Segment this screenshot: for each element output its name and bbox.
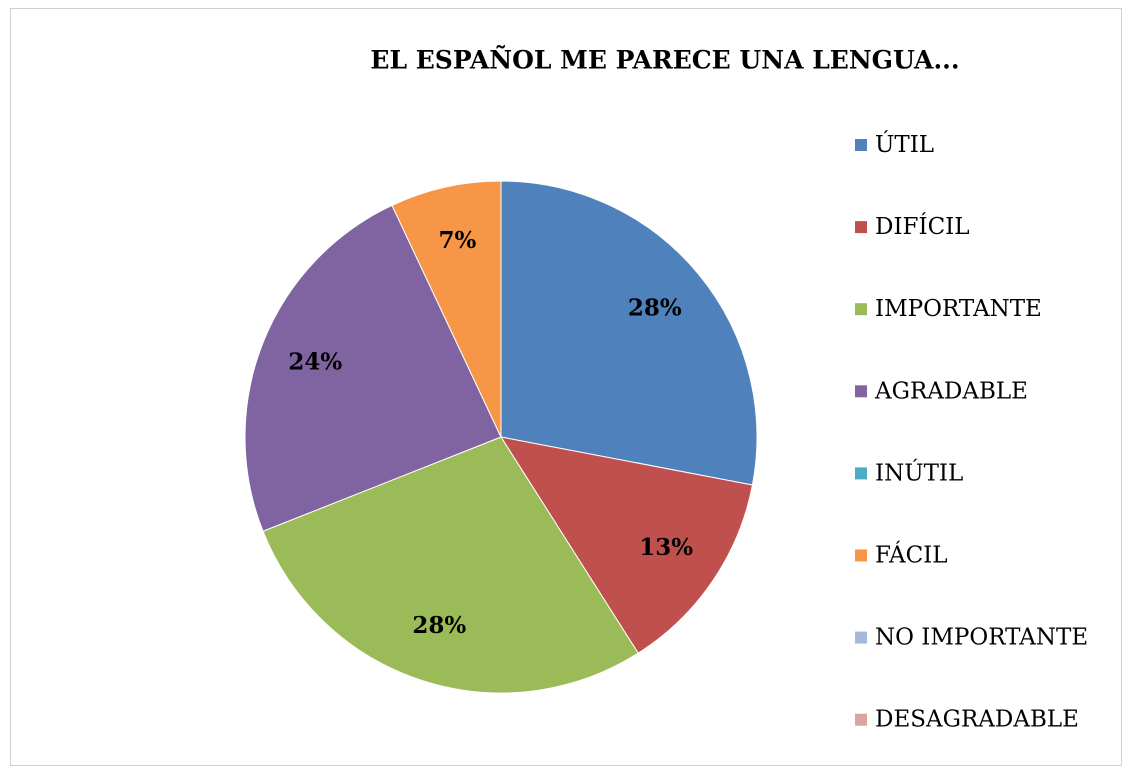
legend-label: NO IMPORTANTE	[875, 625, 1088, 651]
legend-swatch	[855, 467, 867, 480]
slice-label: 7%	[439, 227, 477, 254]
legend-label: DIFÍCIL	[875, 213, 970, 240]
slice-label: 28%	[628, 295, 682, 322]
legend-swatch	[855, 303, 867, 316]
legend-label: FÁCIL	[875, 542, 948, 569]
legend-swatch	[855, 549, 867, 562]
legend-label: ÚTIL	[875, 131, 934, 158]
slice-label: 28%	[412, 612, 466, 639]
legend-swatch	[855, 713, 867, 726]
pie-slice	[391, 180, 502, 438]
legend-swatch	[855, 139, 867, 151]
legend-label: AGRADABLE	[874, 378, 1028, 404]
legend-swatch	[855, 631, 867, 644]
legend-swatch	[855, 221, 867, 234]
slice-label: 24%	[288, 348, 342, 375]
slice-label: 13%	[639, 534, 693, 561]
pie-slice	[244, 204, 502, 532]
chart-title: EL ESPAÑOL ME PARECE UNA LENGUA...	[370, 46, 959, 75]
legend-label: DESAGRADABLE	[875, 707, 1079, 733]
legend-swatch	[855, 385, 867, 398]
pie-slice	[499, 436, 754, 654]
pie-slice	[262, 436, 639, 694]
pie-slice	[500, 180, 758, 486]
legend-label: INÚTIL	[875, 459, 963, 486]
legend-label: IMPORTANTE	[875, 296, 1042, 322]
